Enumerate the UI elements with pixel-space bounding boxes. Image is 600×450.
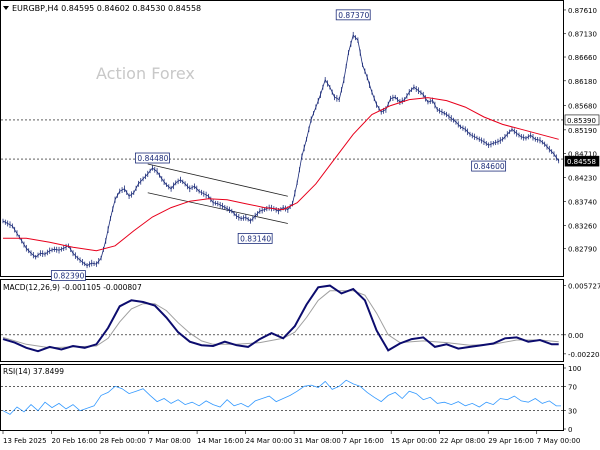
price-tag-label-1: 0.84558: [567, 158, 596, 166]
x-tick-label: 29 Apr 16:00: [488, 437, 534, 445]
x-tick-label: 13 Feb 2025: [3, 437, 47, 445]
price-tick-label: 0.83260: [568, 222, 597, 230]
callout-box-4: [471, 160, 507, 172]
price-tick-label: 0.86180: [568, 78, 597, 86]
callout-label-1: 0.84480: [137, 154, 168, 163]
channel-upper-line: [147, 163, 288, 197]
price-tick-label: 0.86660: [568, 54, 597, 62]
x-tick-label: 7 Apr 16:00: [343, 437, 384, 445]
macd-panel-frame: [0, 279, 564, 362]
rsi-plot: [1, 379, 563, 415]
price-tag-box-0: [564, 114, 600, 126]
macd-tick-label: 0.005727: [568, 282, 600, 290]
callout-label-3: 0.87370: [338, 11, 369, 20]
price-tick-label: 0.85190: [568, 127, 597, 135]
callout-label-2: 0.83140: [240, 234, 271, 243]
price-tick-label: 0.83740: [568, 199, 597, 207]
price-tick-label: 0.84230: [568, 174, 597, 182]
rsi-tick-label: 0: [568, 426, 572, 434]
rsi-tick-label: 70: [568, 383, 577, 391]
price-plot: 0.82390 0.84480 0.83140 0.87370 0.84600: [1, 9, 563, 281]
x-tick-label: 24 Mar 00:00: [246, 437, 293, 445]
macd-line: [2, 284, 559, 353]
x-tick-label: 7 May 00:00: [537, 437, 581, 445]
price-tick-label: 0.87130: [568, 31, 597, 39]
rsi-header: RSI(14) 37.8499: [3, 367, 64, 376]
rsi-line: [2, 379, 562, 415]
channel-lower-line: [147, 192, 288, 224]
macd-tick-label: 0.00: [568, 332, 584, 340]
collapse-triangle-icon[interactable]: [3, 6, 9, 10]
price-tick-label: 0.85680: [568, 103, 597, 111]
price-header: EURGBP,H4 0.84595 0.84602 0.84530 0.8455…: [12, 4, 201, 13]
x-tick-label: 20 Feb 16:00: [52, 437, 98, 445]
x-tick-label: 28 Feb 00:00: [100, 437, 146, 445]
callout-box-0: [50, 270, 86, 281]
rsi-tick-label: 100: [568, 365, 581, 373]
macd-tick-label: -0.002204: [568, 351, 600, 359]
watermark: Action Forex: [96, 64, 195, 83]
x-tick-label: 22 Apr 08:00: [440, 437, 486, 445]
price-line: [2, 34, 560, 267]
moving-average-line: [3, 97, 559, 252]
rsi-tick-label: 30: [568, 408, 577, 416]
callout-label-4: 0.84600: [474, 162, 505, 171]
callout-box-1: [135, 152, 170, 164]
callout-box-2: [237, 232, 273, 244]
macd-plot: [1, 284, 563, 353]
macd-header: MACD(12,26,9) -0.001105 -0.000807: [3, 283, 142, 292]
rsi-panel-frame: [0, 364, 564, 431]
x-tick-label: 14 Mar 16:00: [197, 437, 244, 445]
x-tick-label: 15 Apr 00:00: [391, 437, 437, 445]
callout-label-0: 0.82390: [53, 272, 84, 281]
macd-signal-line: [2, 290, 559, 349]
x-tick-label: 7 Mar 08:00: [149, 437, 191, 445]
x-tick-label: 31 Mar 08:00: [294, 437, 341, 445]
callout-box-3: [335, 9, 371, 21]
price-tag-label-0: 0.85390: [567, 117, 596, 125]
price-tick-label: 0.82790: [568, 246, 597, 254]
price-tick-label: 0.87610: [568, 7, 597, 15]
price-tick-label: 0.84710: [568, 151, 597, 159]
axis-labels: 0.87610 0.87130 0.86660 0.86180 0.85680 0.851…: [2, 7, 600, 445]
price-panel-frame: [0, 0, 564, 277]
price-tag-box-1: [564, 155, 600, 167]
